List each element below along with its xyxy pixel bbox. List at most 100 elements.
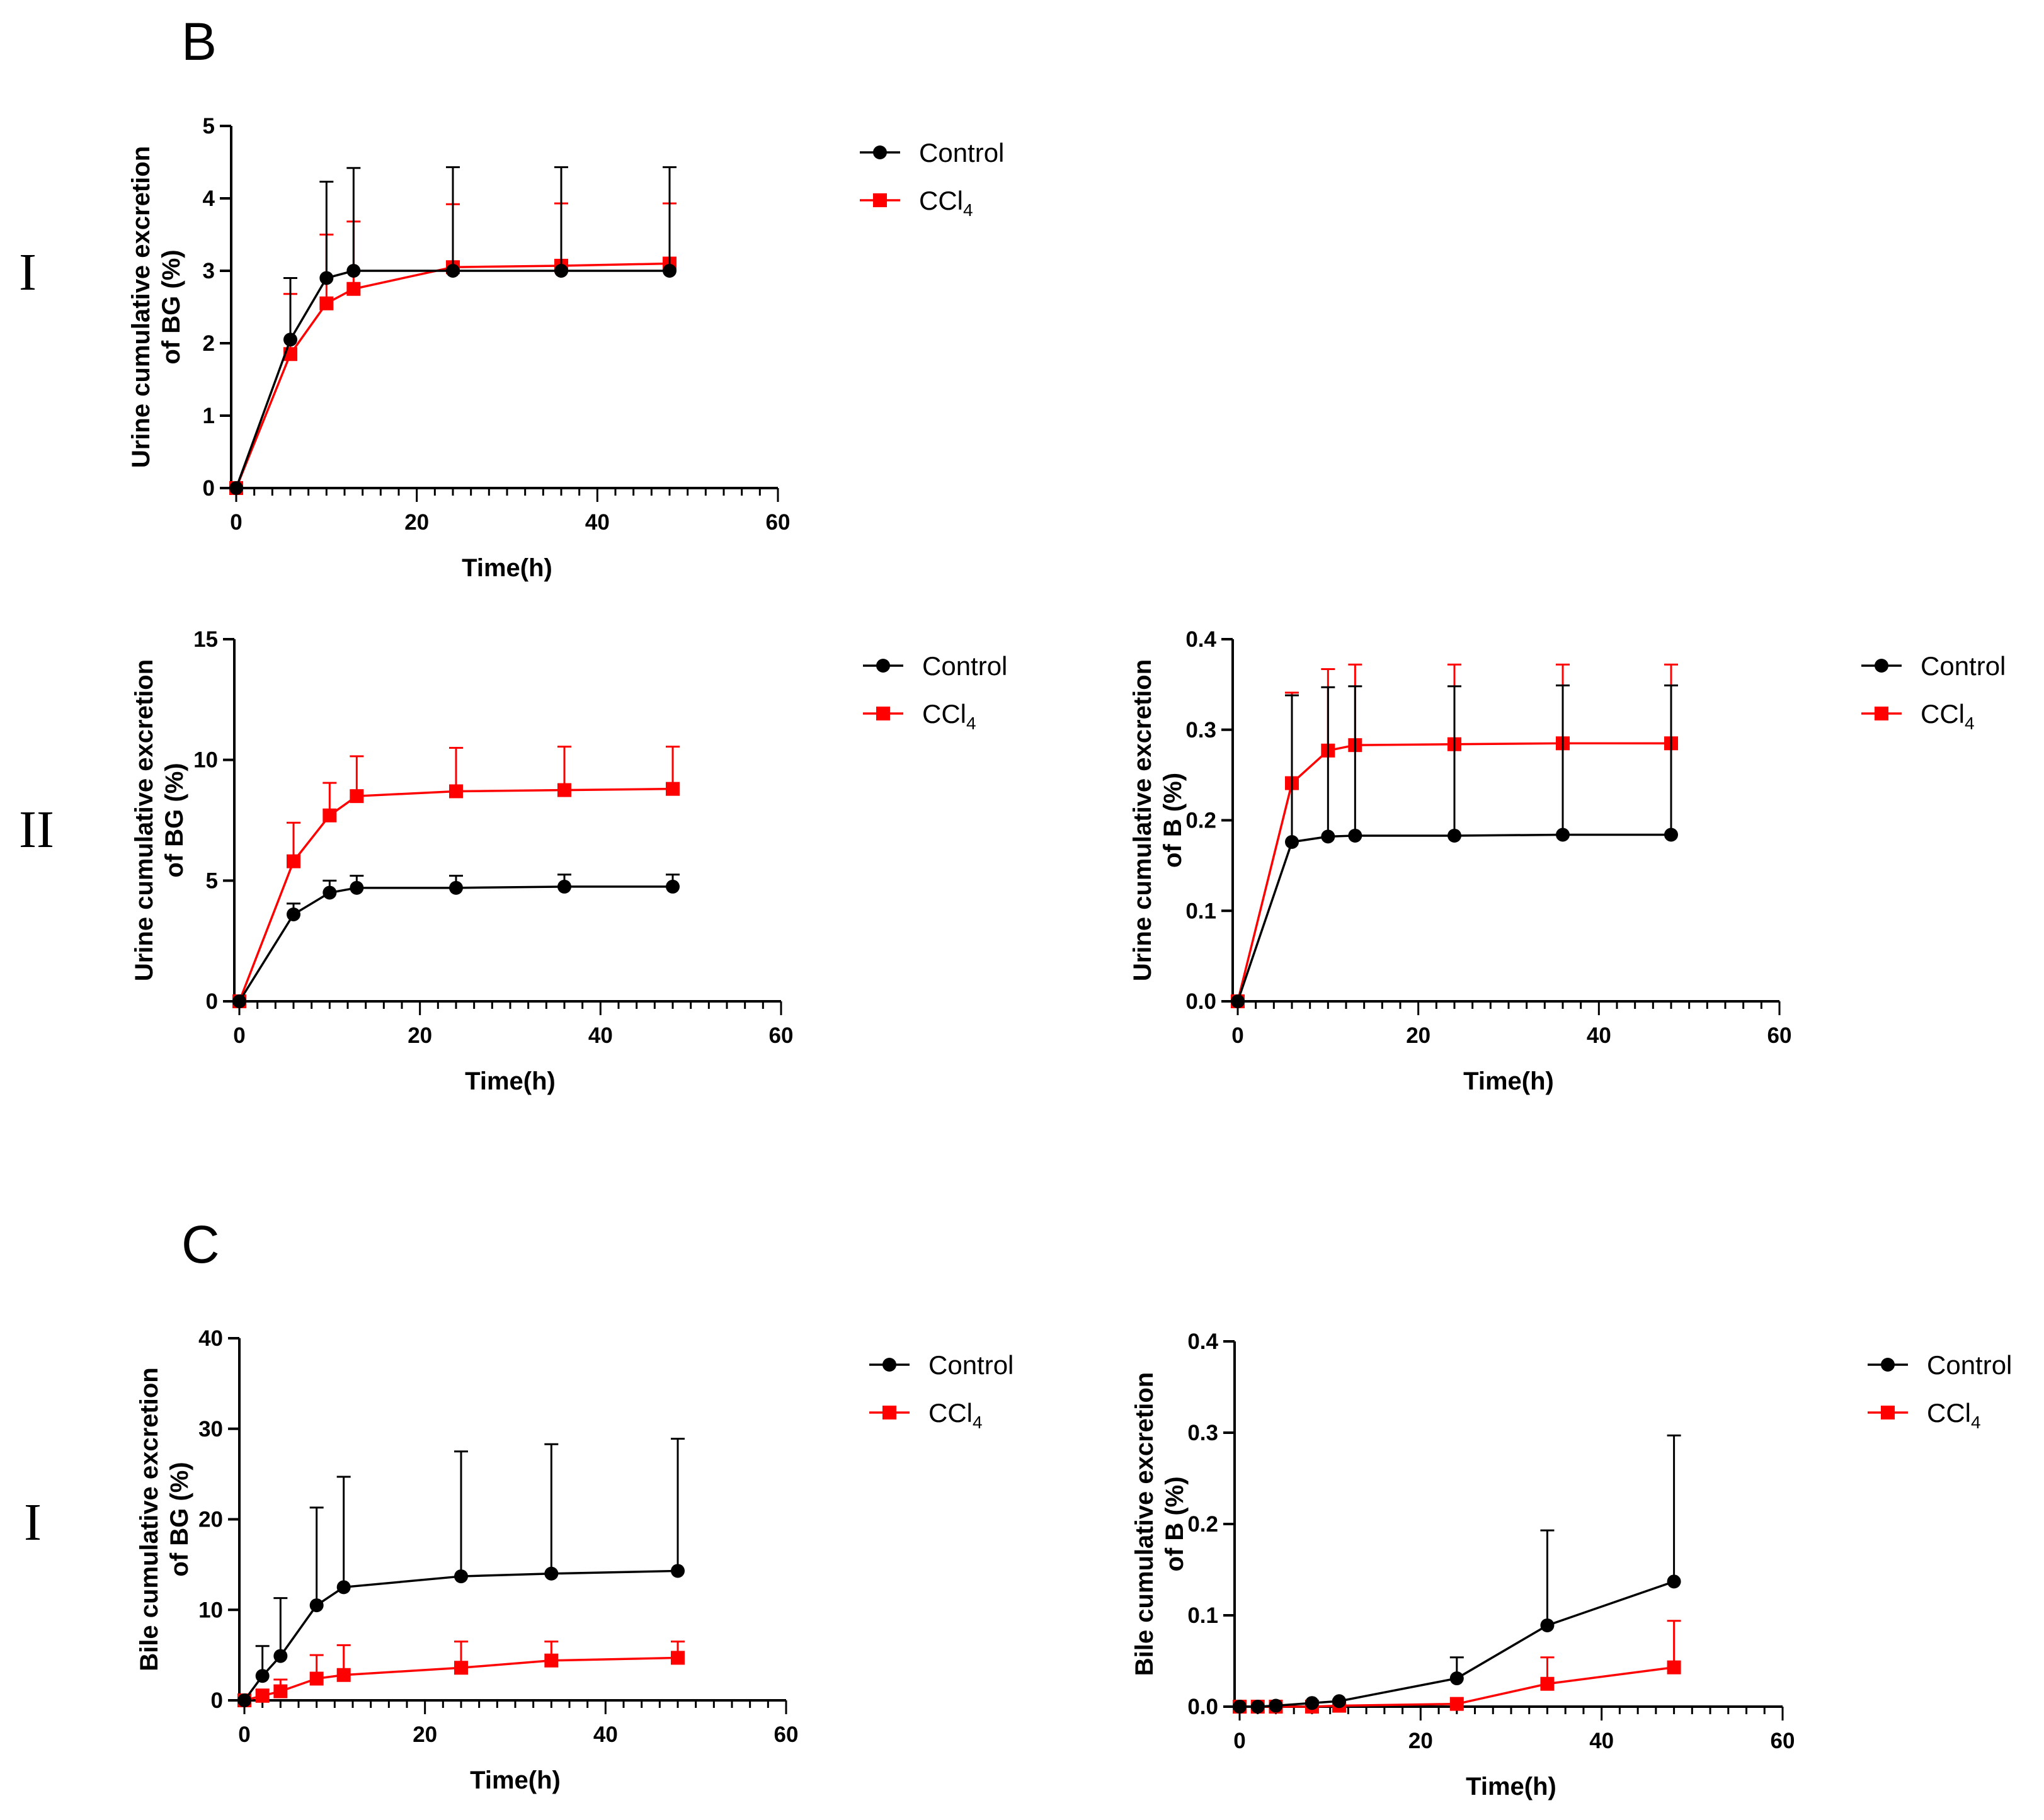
y-axis-title-line1: Urine cumulative excretion [1129,659,1156,981]
control-point [449,880,463,895]
x-tick-label: 20 [1406,1023,1430,1048]
ccl4-point [350,789,364,804]
y-tick-label: 4 [203,186,215,211]
control-point [255,1669,270,1683]
y-axis-title-line1: Urine cumulative excretion [130,659,158,981]
x-tick-label: 60 [1767,1023,1792,1048]
y-tick-label: 0.3 [1187,1421,1218,1445]
ccl4-point [449,784,463,799]
control-point [1305,1696,1319,1710]
control-point [1233,1700,1247,1714]
x-tick-label: 60 [769,1023,794,1048]
y-tick-label: 0.4 [1187,1329,1218,1354]
y-tick-label: 10 [193,748,218,773]
y-axis-title-line1: Bile cumulative excretion [135,1367,163,1671]
y-tick-label: 0.2 [1187,1512,1218,1537]
control-point [1231,994,1245,1008]
control-point [346,264,361,278]
y-axis-title-line2: of BG (%) [157,249,185,364]
y-axis-title-line1: Bile cumulative excretion [1131,1372,1158,1676]
control-point [1321,829,1335,844]
legend-control-label: Control [919,138,1004,168]
legend-ccl4-label: CCl4 [1927,1398,1981,1432]
y-tick-label: 0.4 [1185,627,1216,652]
x-tick-label: 40 [1589,1729,1614,1753]
ccl4-point [1667,1660,1681,1675]
y-tick-label: 5 [206,868,218,893]
y-tick-label: 0.0 [1185,989,1216,1014]
y-tick-label: 3 [203,259,215,283]
ccl4-point [454,1661,468,1675]
x-tick-label: 60 [774,1722,799,1747]
control-point [336,1580,351,1595]
chart-bile-bg: 0 10 20 30 40 0 20 40 60 Time(h) Bile cumulative e… [135,1326,1013,1794]
x-axis-title: Time(h) [470,1766,561,1794]
y-axis-title-line2: of B (%) [1161,1476,1189,1571]
control-point [1269,1698,1283,1713]
control-series-line [1236,833,1671,1002]
control-point [309,1598,324,1613]
legend-control-marker [876,659,890,673]
control-point [1348,828,1362,843]
control-point [350,880,364,895]
x-tick-label: 0 [1233,1729,1245,1753]
control-point [671,1564,685,1578]
x-tick-label: 60 [766,510,791,535]
y-tick-label: 0.0 [1187,1695,1218,1719]
y-tick-label: 40 [198,1326,223,1351]
x-tick-label: 60 [1771,1729,1795,1753]
ccl4-point [666,782,680,796]
ccl4-point [287,854,300,868]
legend-ccl4-label: CCl4 [928,1398,983,1432]
ccl4-series-line [238,787,673,1002]
control-point [1540,1618,1555,1632]
x-tick-label: 0 [233,1023,245,1048]
legend-ccl4-label: CCl4 [919,186,973,220]
x-axis-title: Time(h) [1466,1773,1556,1800]
control-point [319,271,334,285]
x-tick-label: 40 [588,1023,613,1048]
x-axis-title: Time(h) [465,1067,556,1095]
y-tick-label: 10 [198,1598,223,1622]
y-tick-label: 0 [203,476,215,501]
legend-control-label: Control [1921,651,2006,681]
control-point [1664,828,1678,842]
panel-label-b: B [181,12,217,71]
ccl4-point [1540,1676,1555,1691]
ccl4-point [309,1671,324,1686]
control-point [237,1693,251,1707]
y-tick-label: 20 [198,1508,223,1532]
control-point [666,879,680,894]
panel-label-c: C [181,1215,220,1274]
y-tick-label: 0.2 [1185,809,1216,833]
legend-ccl4-marker [1875,707,1888,720]
legend-control-label: Control [922,651,1007,681]
chart-urine-bg-row2: 0 5 10 15 0 20 40 60 Time(h) Urine cumulative exc… [130,627,1007,1095]
control-point [663,264,677,278]
control-point [454,1569,468,1584]
control-point [232,994,246,1008]
x-tick-label: 40 [585,510,610,535]
x-tick-label: 40 [1587,1023,1611,1048]
y-axis-title-line2: of BG (%) [161,763,188,877]
y-tick-label: 0.1 [1187,1603,1218,1628]
control-point [323,885,337,900]
y-tick-label: 5 [203,114,215,139]
ccl4-point [255,1688,270,1703]
y-axis-title-line2: of BG (%) [166,1462,193,1576]
legend-control-marker [873,145,887,159]
legend-ccl4-marker [1881,1406,1895,1419]
control-point [554,264,568,278]
x-tick-label: 20 [413,1722,437,1747]
control-point [287,907,300,921]
legend-ccl4-marker [873,193,887,207]
control-point [1667,1574,1681,1589]
control-point [1332,1694,1347,1709]
row-label-c1: I [24,1493,42,1552]
control-point [1449,1671,1464,1686]
row-label-b1: I [19,243,37,302]
y-tick-label: 1 [203,404,215,428]
y-axis-title-line2: of B (%) [1159,773,1187,868]
x-tick-label: 0 [230,510,242,535]
